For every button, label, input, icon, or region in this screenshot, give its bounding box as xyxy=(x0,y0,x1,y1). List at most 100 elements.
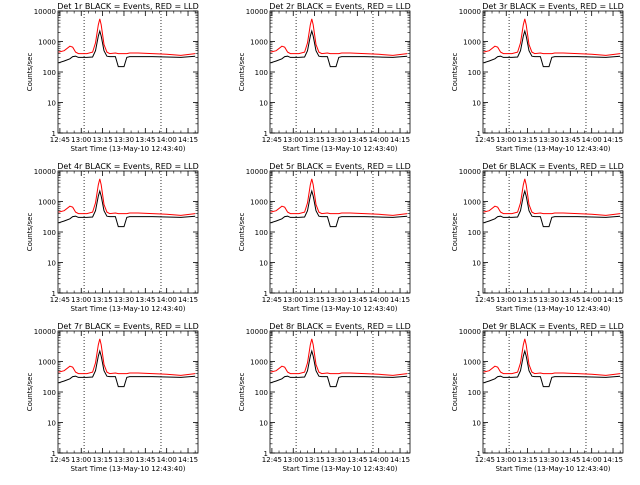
x-tick-label: 14:15 xyxy=(178,456,198,464)
y-tick-label: 1000 xyxy=(38,359,56,367)
x-tick-label: 13:45 xyxy=(135,456,155,464)
panel-title: Det 9r BLACK = Events, RED = LLD xyxy=(482,322,624,331)
x-tick-label: 14:00 xyxy=(157,136,177,144)
plot-frame xyxy=(57,10,199,134)
x-tick-label: 12:45 xyxy=(50,296,70,304)
x-axis-label: Start Time (13-May-10 12:43:40) xyxy=(282,465,397,473)
y-tick-label: 1000 xyxy=(38,39,56,47)
x-tick-label: 13:30 xyxy=(326,456,346,464)
x-tick-label: 13:15 xyxy=(93,296,113,304)
y-axis-label: Counts/sec xyxy=(451,213,459,252)
x-tick-label: 14:15 xyxy=(603,136,623,144)
panel-title: Det 8r BLACK = Events, RED = LLD xyxy=(269,322,411,331)
y-tick-label: 10 xyxy=(47,420,56,428)
panel-title: Det 3r BLACK = Events, RED = LLD xyxy=(482,2,624,11)
y-tick-label: 10000 xyxy=(246,168,268,176)
x-tick-label: 13:00 xyxy=(496,456,516,464)
x-tick-label: 14:15 xyxy=(390,296,410,304)
y-axis-label: Counts/sec xyxy=(238,213,246,252)
y-tick-label: 100 xyxy=(468,69,481,77)
y-tick-label: 1 xyxy=(52,130,56,138)
x-tick-label: 12:45 xyxy=(50,456,70,464)
x-tick-label: 14:00 xyxy=(582,456,602,464)
x-tick-label: 12:45 xyxy=(262,456,282,464)
panel-title: Det 4r BLACK = Events, RED = LLD xyxy=(57,162,199,171)
x-tick-label: 13:30 xyxy=(114,296,134,304)
x-tick-label: 14:00 xyxy=(157,456,177,464)
y-tick-label: 10000 xyxy=(459,8,481,16)
x-tick-label: 13:15 xyxy=(518,456,538,464)
x-tick-label: 13:00 xyxy=(496,136,516,144)
y-tick-label: 10 xyxy=(259,420,268,428)
x-tick-label: 13:15 xyxy=(305,296,325,304)
series-line-events xyxy=(483,29,621,68)
plot-frame xyxy=(482,10,624,134)
x-tick-label: 13:45 xyxy=(347,296,367,304)
x-tick-label: 13:15 xyxy=(93,136,113,144)
y-tick-label: 1 xyxy=(477,290,481,298)
x-tick-label: 13:30 xyxy=(114,136,134,144)
y-axis-label: Counts/sec xyxy=(26,213,34,252)
plot-frame xyxy=(482,330,624,454)
y-tick-label: 10000 xyxy=(34,8,56,16)
y-tick-label: 1 xyxy=(264,130,268,138)
x-tick-label: 13:00 xyxy=(71,456,91,464)
x-tick-label: 14:15 xyxy=(178,296,198,304)
plot-frame xyxy=(269,10,411,134)
x-tick-label: 13:00 xyxy=(283,296,303,304)
y-tick-label: 100 xyxy=(468,229,481,237)
detector-panel: Det 6r BLACK = Events, RED = LLD 1 10 100 10… xyxy=(451,162,624,313)
detector-panel: Det 7r BLACK = Events, RED = LLD 1 10 100 10… xyxy=(26,322,199,473)
x-tick-label: 12:45 xyxy=(50,136,70,144)
x-axis-label: Start Time (13-May-10 12:43:40) xyxy=(495,305,610,313)
detector-panel: Det 5r BLACK = Events, RED = LLD 1 10 100 10… xyxy=(238,162,411,313)
x-tick-label: 13:00 xyxy=(283,136,303,144)
y-tick-label: 10000 xyxy=(459,168,481,176)
x-tick-label: 12:45 xyxy=(262,296,282,304)
x-tick-label: 14:00 xyxy=(157,296,177,304)
y-tick-label: 10 xyxy=(472,100,481,108)
x-tick-label: 13:30 xyxy=(539,136,559,144)
x-tick-label: 13:15 xyxy=(305,136,325,144)
y-axis-label: Counts/sec xyxy=(238,373,246,412)
series-line-lld xyxy=(58,18,196,56)
x-tick-label: 14:00 xyxy=(369,296,389,304)
detector-panel: Det 3r BLACK = Events, RED = LLD 1 10 100 10… xyxy=(451,2,624,153)
x-tick-label: 13:15 xyxy=(93,456,113,464)
y-tick-label: 1000 xyxy=(463,359,481,367)
x-tick-label: 13:15 xyxy=(518,136,538,144)
plot-frame xyxy=(57,330,199,454)
x-tick-label: 14:15 xyxy=(603,456,623,464)
plot-frame xyxy=(482,170,624,294)
series-line-events xyxy=(483,349,621,388)
plot-frame xyxy=(269,170,411,294)
series-line-events xyxy=(58,349,196,388)
x-tick-label: 13:30 xyxy=(326,136,346,144)
y-tick-label: 1000 xyxy=(463,199,481,207)
x-tick-label: 13:45 xyxy=(347,456,367,464)
y-tick-label: 100 xyxy=(468,389,481,397)
series-line-lld xyxy=(270,18,408,56)
y-tick-label: 10 xyxy=(259,100,268,108)
x-tick-label: 14:00 xyxy=(582,296,602,304)
y-tick-label: 1 xyxy=(477,450,481,458)
detector-panel: Det 9r BLACK = Events, RED = LLD 1 10 100 10… xyxy=(451,322,624,473)
series-line-lld xyxy=(483,338,621,376)
x-tick-label: 14:00 xyxy=(369,136,389,144)
y-tick-label: 1 xyxy=(477,130,481,138)
series-line-lld xyxy=(483,178,621,216)
panel-title: Det 2r BLACK = Events, RED = LLD xyxy=(269,2,411,11)
x-tick-label: 13:30 xyxy=(539,296,559,304)
y-axis-label: Counts/sec xyxy=(238,53,246,92)
series-line-events xyxy=(58,29,196,68)
panel-title: Det 6r BLACK = Events, RED = LLD xyxy=(482,162,624,171)
x-tick-label: 14:15 xyxy=(178,136,198,144)
x-tick-label: 14:00 xyxy=(369,456,389,464)
y-tick-label: 1 xyxy=(264,450,268,458)
x-tick-label: 14:15 xyxy=(390,456,410,464)
plot-frame xyxy=(57,170,199,294)
series-line-events xyxy=(270,189,408,228)
y-tick-label: 100 xyxy=(43,229,56,237)
